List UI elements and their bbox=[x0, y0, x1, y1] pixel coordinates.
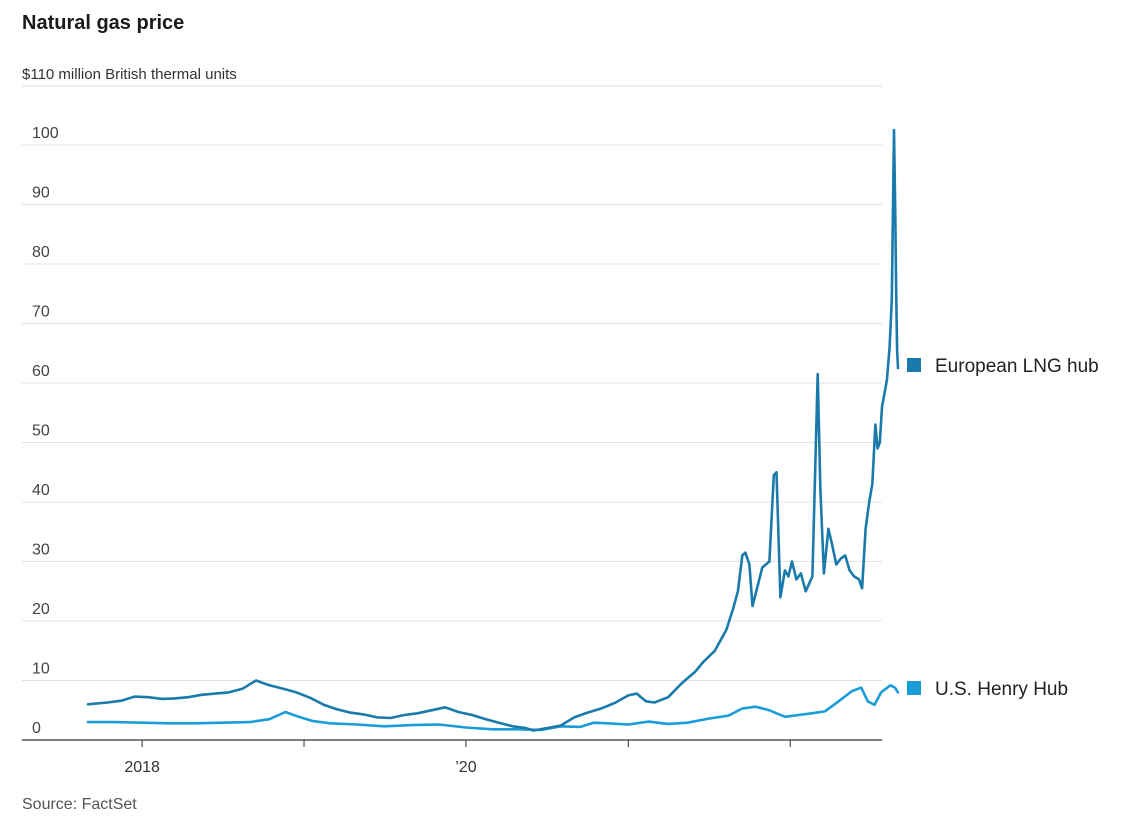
y-tick-label: 20 bbox=[32, 601, 50, 618]
y-tick-label: 50 bbox=[32, 423, 50, 440]
legend-swatch bbox=[907, 358, 921, 372]
y-tick-label: 90 bbox=[32, 185, 50, 202]
y-tick-label: 70 bbox=[32, 304, 50, 321]
y-tick-label: 80 bbox=[32, 244, 50, 261]
legend-label: European LNG hub bbox=[935, 356, 1099, 377]
series-layer bbox=[86, 128, 900, 732]
series-line-european-lng-hub bbox=[86, 128, 900, 732]
y-tick-label: 40 bbox=[32, 482, 50, 499]
x-tick-label: ’20 bbox=[455, 759, 476, 776]
y-tick-label: 30 bbox=[32, 542, 50, 559]
source-note: Source: FactSet bbox=[22, 796, 137, 813]
gridlines: 0 10 20 30 40 50 60 70 80 90 100 bbox=[22, 85, 882, 737]
y-tick-label: 60 bbox=[32, 363, 50, 380]
chart-subtitle: $110 million British thermal units bbox=[22, 66, 237, 83]
x-tick-label: 2018 bbox=[124, 759, 160, 776]
y-tick-label: 100 bbox=[32, 125, 59, 142]
legend-label: U.S. Henry Hub bbox=[935, 679, 1068, 700]
series-line-u-s-henry-hub bbox=[86, 684, 900, 732]
y-tick-label: 10 bbox=[32, 661, 50, 678]
chart-title: Natural gas price bbox=[22, 12, 185, 34]
legend: European LNG hub U.S. Henry Hub bbox=[907, 356, 1099, 700]
legend-swatch bbox=[907, 681, 921, 695]
y-tick-label: 0 bbox=[32, 720, 41, 737]
x-axis: 2018 ’20 bbox=[22, 739, 882, 776]
